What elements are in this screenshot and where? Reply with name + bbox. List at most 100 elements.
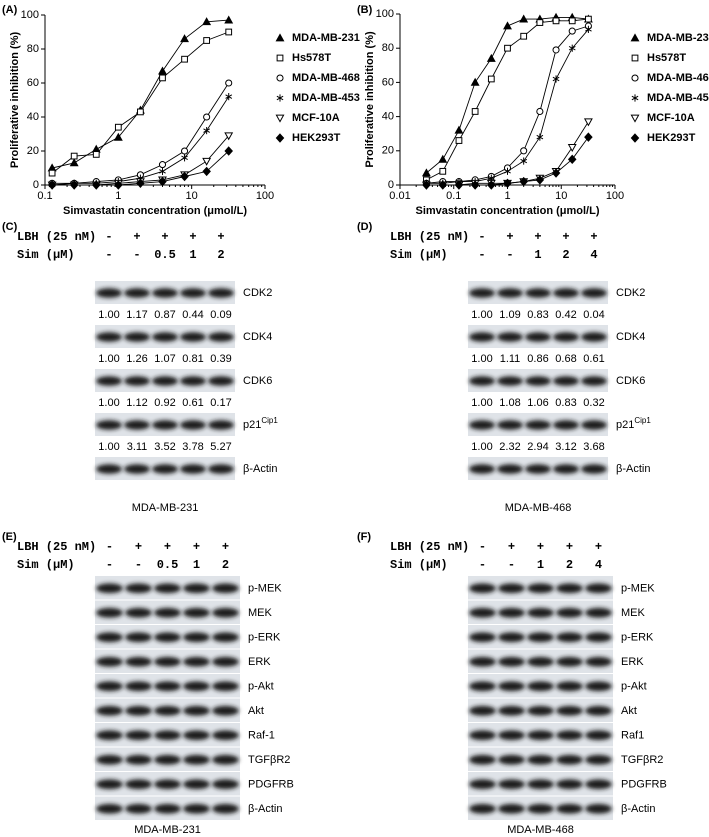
marker-shape (158, 176, 167, 187)
marker (203, 113, 211, 121)
marker (225, 79, 233, 87)
quantification: 1.00 (471, 309, 492, 321)
blot-band (469, 464, 495, 474)
blot-band (180, 420, 206, 430)
marker-shape (630, 33, 640, 42)
blot-band (208, 288, 234, 298)
marker (471, 108, 479, 115)
blot-band (96, 803, 123, 814)
band-name: Raf1 (621, 729, 644, 741)
y-tick-label: 0 (388, 179, 394, 191)
blot-band (96, 464, 122, 474)
marker-shape (470, 77, 480, 86)
blot-band (527, 583, 554, 594)
marker (519, 176, 528, 187)
blot-band (498, 803, 525, 814)
marker (567, 154, 577, 165)
band-name: p-MEK (621, 582, 655, 594)
blot-band (154, 681, 181, 692)
treatment-value: + (562, 230, 569, 244)
blot-band (497, 464, 523, 474)
blot-band (556, 607, 583, 618)
quantification: 0.17 (210, 397, 231, 409)
blot-band (125, 632, 152, 643)
panel-label: (E) (2, 531, 17, 543)
blot-band (525, 288, 551, 298)
legend-marker (275, 133, 285, 143)
treatment-value: 4 (590, 248, 597, 262)
marker-shape (203, 37, 211, 44)
marker-shape (70, 152, 78, 160)
marker-shape (181, 155, 188, 161)
treatment-value: - (105, 230, 112, 244)
blot-band (469, 376, 495, 386)
marker (180, 171, 189, 182)
blot-band (581, 376, 607, 386)
blot-band (124, 420, 150, 430)
blot-band (469, 779, 496, 790)
treatment-value: 0.5 (154, 248, 176, 262)
marker (520, 147, 528, 155)
panel-label: (D) (357, 221, 373, 233)
blot-band (469, 803, 496, 814)
legend-label: HEK293T (647, 132, 696, 144)
band-name: p21 (243, 419, 261, 431)
quantification: 1.12 (126, 397, 147, 409)
marker (91, 180, 101, 190)
band-name: ERK (248, 656, 271, 668)
marker-shape (180, 34, 190, 43)
legend-label: MDA-MB-468 (647, 72, 709, 84)
band-label: β-Actin (621, 803, 655, 815)
marker-shape (92, 151, 100, 158)
blot-band (125, 730, 152, 741)
marker (438, 154, 448, 163)
marker-shape (567, 144, 577, 153)
treatment-value: - (106, 558, 113, 572)
marker-shape (486, 53, 496, 62)
blot-band (96, 632, 123, 643)
legend-label: MDA-MB-468 (292, 72, 360, 84)
marker (224, 132, 234, 141)
blot-band (212, 607, 239, 618)
quantification: 0.92 (154, 397, 175, 409)
marker (69, 158, 79, 167)
band-name: MEK (248, 607, 273, 619)
blot-band (96, 705, 123, 716)
blot-band (469, 754, 496, 765)
marker-shape (552, 46, 560, 54)
blot-band (96, 607, 123, 618)
marker (520, 157, 528, 165)
quantification: 1.00 (98, 353, 119, 365)
blot-band (125, 803, 152, 814)
band-label: CDK2 (243, 287, 272, 299)
blot-band (469, 656, 496, 667)
quantification: 0.83 (555, 397, 576, 409)
marker-shape (551, 168, 561, 178)
blot-band (498, 681, 525, 692)
quantification: 0.04 (583, 309, 604, 321)
legend-label: MDA-MB-453 (292, 92, 360, 104)
marker-shape (585, 15, 592, 23)
legend-marker (275, 33, 285, 42)
band-label: p21Cip1 (243, 416, 278, 431)
marker-shape (630, 114, 640, 123)
marker-shape (631, 74, 639, 82)
marker (422, 180, 431, 190)
series-line (426, 18, 589, 181)
band-name: β-Actin (243, 463, 277, 475)
panel-label: (A) (2, 4, 18, 16)
quantification: 0.61 (182, 397, 203, 409)
blot-band (154, 705, 181, 716)
blot-band (154, 583, 181, 594)
band-label: p-Akt (248, 680, 274, 692)
series-line (51, 19, 229, 169)
quantification: 0.61 (583, 353, 604, 365)
band-name: p-Akt (621, 680, 647, 692)
y-tick-label: 100 (376, 8, 394, 20)
x-tick-label: 0.01 (389, 190, 410, 202)
blot-band (180, 288, 206, 298)
blot-band (208, 332, 234, 342)
blot-band (154, 632, 181, 643)
marker (203, 37, 211, 44)
